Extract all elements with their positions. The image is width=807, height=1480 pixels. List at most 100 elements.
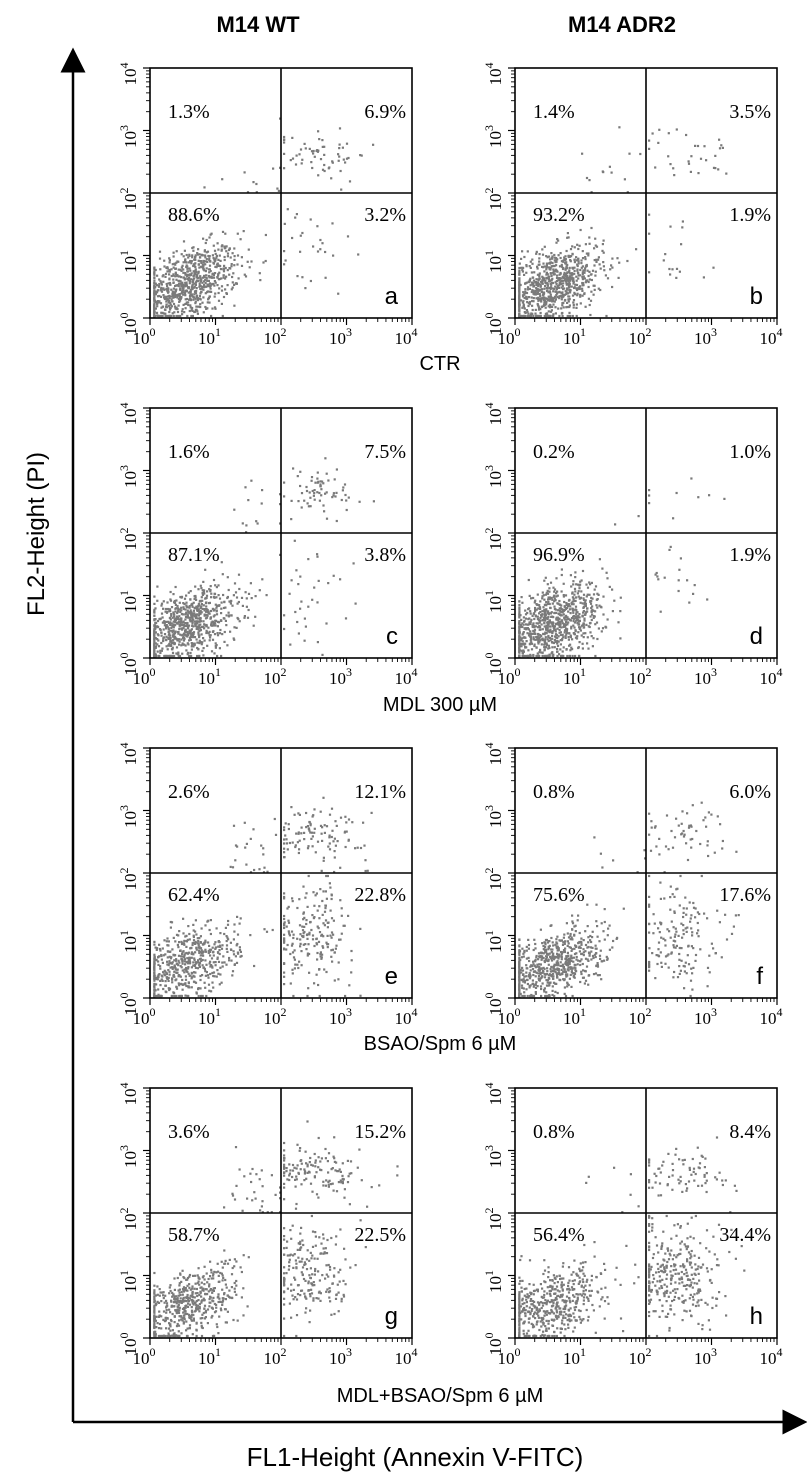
- data-point: [567, 298, 570, 301]
- data-point: [589, 299, 593, 302]
- data-point: [555, 617, 558, 620]
- data-point: [184, 952, 187, 955]
- data-point: [588, 278, 591, 281]
- data-point: [153, 940, 156, 943]
- data-point: [182, 602, 185, 605]
- data-point: [314, 481, 317, 484]
- data-point: [190, 620, 193, 623]
- data-point: [254, 595, 257, 598]
- data-point: [331, 161, 334, 164]
- data-point: [573, 626, 576, 629]
- data-point: [192, 298, 195, 301]
- data-point: [575, 583, 578, 586]
- data-point: [535, 646, 538, 649]
- data-point: [172, 611, 175, 614]
- data-point: [156, 643, 159, 646]
- data-point: [564, 274, 567, 277]
- data-point: [184, 613, 187, 616]
- data-point: [196, 937, 199, 940]
- data-point: [317, 130, 320, 133]
- data-point: [198, 964, 201, 967]
- data-point: [570, 585, 573, 588]
- data-point: [164, 620, 167, 623]
- data-point: [524, 623, 528, 626]
- data-point: [205, 994, 208, 998]
- data-point: [581, 275, 584, 278]
- data-point: [324, 904, 327, 907]
- data-point: [179, 595, 182, 599]
- data-point: [568, 276, 571, 279]
- data-point: [596, 592, 599, 595]
- data-point: [535, 608, 538, 611]
- data-point: [160, 612, 164, 615]
- data-point: [584, 243, 587, 246]
- data-point: [319, 955, 322, 958]
- data-point: [184, 983, 187, 986]
- data-point: [590, 600, 593, 603]
- data-point: [538, 619, 541, 622]
- data-point: [220, 607, 223, 610]
- data-point: [208, 257, 211, 260]
- data-point: [331, 496, 334, 499]
- data-point: [560, 307, 563, 310]
- data-point: [181, 290, 184, 294]
- data-point: [327, 921, 330, 924]
- data-point: [584, 258, 587, 261]
- data-point: [215, 596, 218, 599]
- data-point: [533, 643, 536, 646]
- data-point: [199, 974, 202, 978]
- data-point: [187, 616, 190, 619]
- data-point: [328, 836, 331, 839]
- data-point: [191, 624, 194, 627]
- data-point: [192, 935, 195, 939]
- data-point: [199, 275, 202, 278]
- data-point: [197, 949, 201, 952]
- data-point: [565, 265, 568, 268]
- data-point: [297, 832, 300, 835]
- data-point: [321, 242, 324, 245]
- data-point: [207, 941, 210, 944]
- data-point: [549, 261, 552, 264]
- data-point: [578, 244, 581, 247]
- data-point: [309, 831, 312, 834]
- data-point: [556, 636, 559, 640]
- data-point: [518, 307, 521, 310]
- data-point: [577, 247, 580, 251]
- data-point: [195, 962, 198, 965]
- data-point: [204, 270, 207, 273]
- data-point: [681, 226, 684, 229]
- data-point: [295, 569, 298, 572]
- data-point: [362, 821, 365, 824]
- data-point: [182, 293, 185, 296]
- data-point: [576, 635, 579, 638]
- data-point: [521, 294, 525, 297]
- data-point: [313, 155, 316, 158]
- data-point: [539, 651, 542, 654]
- data-point: [189, 590, 192, 593]
- data-point: [171, 994, 174, 998]
- data-point: [588, 625, 591, 629]
- data-point: [328, 882, 331, 885]
- data-point: [587, 280, 590, 284]
- data-point: [181, 281, 184, 284]
- data-point: [565, 633, 568, 636]
- data-point: [153, 307, 156, 310]
- data-point: [584, 604, 587, 607]
- y-tick-label: 102: [482, 528, 505, 551]
- data-point: [201, 964, 204, 967]
- data-point: [165, 625, 168, 629]
- data-point: [221, 573, 224, 576]
- data-point: [240, 954, 243, 958]
- data-point: [194, 617, 198, 620]
- data-point: [173, 615, 176, 618]
- data-point: [570, 285, 573, 288]
- data-point: [372, 143, 375, 146]
- data-point: [184, 618, 187, 621]
- data-point: [157, 955, 160, 959]
- data-point: [226, 950, 229, 953]
- data-point: [164, 607, 167, 611]
- data-point: [583, 277, 586, 280]
- data-point: [163, 296, 166, 299]
- data-point: [532, 291, 535, 294]
- data-point: [545, 604, 548, 607]
